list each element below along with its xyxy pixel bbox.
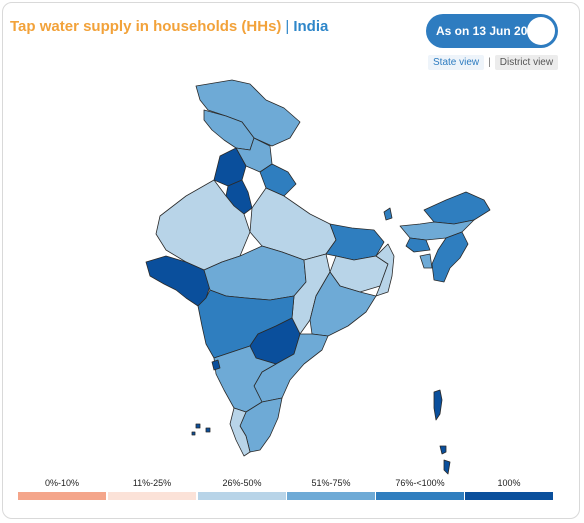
legend-item: 100% (465, 478, 553, 500)
legend-swatch (198, 492, 286, 500)
district-view-button[interactable]: District view (494, 54, 559, 70)
date-toggle-label: As on 13 Jun 2023 (436, 24, 541, 38)
legend-item: 26%-50% (198, 478, 286, 500)
map-title: Tap water supply in households (HHs) | Ind… (10, 18, 328, 35)
legend-swatch (108, 492, 196, 500)
toggle-knob[interactable] (527, 17, 555, 45)
legend-label: 100% (497, 478, 521, 488)
region-west-bengal[interactable] (375, 243, 395, 297)
legend-item: 0%-10% (18, 478, 106, 500)
region-meghalaya[interactable] (405, 237, 431, 253)
legend-label: 76%-<100% (395, 478, 445, 488)
legend-swatch (376, 492, 464, 500)
title-separator: | (285, 18, 290, 35)
region-andaman-nicobar[interactable] (433, 389, 451, 475)
region-lakshadweep[interactable] (191, 423, 211, 436)
view-switch: State view | District view (428, 54, 559, 70)
legend-label: 51%-75% (311, 478, 351, 488)
legend-label: 26%-50% (222, 478, 262, 488)
legend-swatch (287, 492, 375, 500)
region-sikkim[interactable] (383, 207, 393, 221)
region-arunachal[interactable] (423, 191, 491, 225)
legend-item: 11%-25% (108, 478, 196, 500)
region-name: India (293, 18, 329, 35)
state-view-button[interactable]: State view (428, 54, 485, 70)
view-separator: | (488, 56, 491, 68)
region-goa[interactable] (211, 359, 221, 371)
title-text: Tap water supply in households (HHs) (10, 18, 282, 35)
region-tripura[interactable] (419, 253, 433, 269)
legend-swatch (18, 492, 106, 500)
region-northeast-hills[interactable] (431, 231, 469, 283)
region-bihar[interactable] (325, 223, 385, 261)
region-rajasthan[interactable] (155, 179, 251, 271)
region-kerala[interactable] (229, 407, 251, 457)
date-toggle[interactable]: As on 13 Jun 2023 (426, 14, 558, 48)
legend-label: 0%-10% (44, 478, 80, 488)
legend-item: 51%-75% (287, 478, 375, 500)
legend-swatch (465, 492, 553, 500)
region-ladakh[interactable] (195, 79, 301, 147)
legend-item: 76%-<100% (376, 478, 464, 500)
legend-label: 11%-25% (132, 478, 172, 488)
region-karnataka[interactable] (213, 345, 277, 413)
